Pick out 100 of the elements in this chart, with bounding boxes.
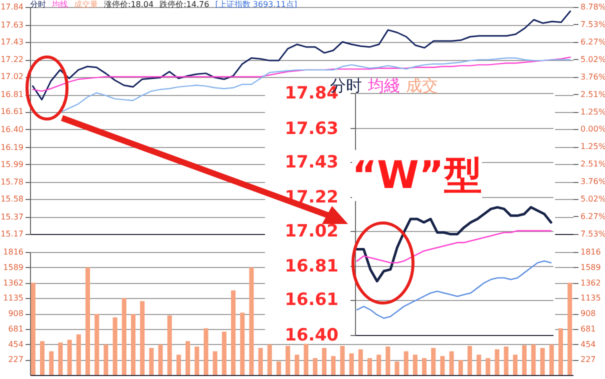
y-tick-label: 15.99: [0, 160, 24, 169]
y2-tick-label: 1362: [580, 278, 601, 288]
bar: [467, 346, 472, 375]
bar: [30, 282, 36, 375]
bar: [167, 315, 172, 375]
bar: [186, 341, 190, 375]
bar: [130, 314, 136, 375]
bar: [458, 360, 463, 375]
annotation: [上证指数 3693.11点]: [215, 0, 298, 9]
bar: [340, 346, 345, 375]
bar: [222, 332, 226, 375]
bar: [440, 356, 445, 375]
bar: [40, 341, 45, 375]
bar: [194, 346, 200, 375]
bar: [486, 358, 490, 375]
y2-tick-label: 1135: [580, 294, 601, 303]
text: 均线: [52, 0, 68, 9]
y-tick-label: 17.02: [284, 221, 338, 242]
y2-tick-label: 1816: [580, 248, 601, 256]
y-tick-label: 1362: [3, 278, 24, 288]
bar: [94, 314, 100, 375]
y2-tick-label: 681: [580, 324, 596, 334]
y-tick-label: 15.58: [0, 194, 24, 204]
bar: [494, 349, 500, 375]
y-tick-label: 1816: [3, 248, 24, 256]
bar: [294, 354, 300, 375]
bar: [504, 346, 508, 375]
y-tick-label: 681: [8, 324, 24, 334]
bar: [431, 348, 436, 375]
bar: [122, 298, 126, 375]
bar: [85, 267, 90, 375]
y-tick-label: 227: [8, 355, 24, 364]
y-tick-label: 17.22: [0, 55, 24, 64]
text: 均綫: [368, 76, 400, 95]
annotation: 涨停价:18.04: [104, 0, 154, 9]
y-tick-label: 17.43: [0, 37, 24, 46]
bar: [149, 348, 154, 375]
bar: [176, 354, 181, 375]
bar: [349, 353, 354, 375]
bar: [367, 358, 372, 375]
bar: [522, 345, 527, 375]
line-series: [356, 260, 552, 319]
y-tick-label: 17.02: [0, 72, 24, 82]
y-tick-label: 15.78: [0, 178, 24, 187]
bar: [231, 290, 236, 375]
bar: [312, 358, 318, 375]
bar: [140, 301, 145, 375]
line-series: [356, 206, 552, 282]
bar: [158, 344, 163, 375]
y-tick-label: 16.61: [284, 290, 338, 310]
bar: [476, 354, 482, 375]
y-tick-label: 17.43: [284, 152, 338, 172]
annotation: “W”型: [352, 150, 482, 201]
bar: [549, 344, 554, 375]
y-tick-label: 16.40: [284, 326, 339, 346]
bar: [58, 342, 63, 375]
y-tick-label: 1589: [3, 262, 24, 272]
bar: [558, 328, 563, 375]
bar: [512, 354, 518, 375]
line-series: [32, 10, 572, 100]
y-tick-label: 17.63: [0, 20, 24, 30]
text: 成交量: [74, 0, 98, 9]
annotation: 跌停价:14.76: [160, 0, 210, 9]
bar: [276, 361, 282, 375]
bar: [249, 267, 254, 375]
bar: [104, 344, 108, 375]
bar: [386, 346, 390, 375]
line-series: [59, 57, 571, 114]
line-series: [356, 230, 552, 264]
y-tick-label: 15.17: [0, 230, 24, 238]
bar: [331, 356, 336, 375]
bar: [412, 354, 418, 375]
y-tick-label: 16.81: [0, 90, 24, 100]
bar: [204, 328, 208, 375]
y-tick-label: 16.61: [0, 107, 24, 116]
bar: [568, 282, 572, 375]
y-tick-label: 1135: [3, 294, 24, 303]
y-tick-label: 17.63: [284, 118, 338, 139]
bar: [376, 354, 382, 375]
bar: [76, 334, 81, 375]
bar: [540, 348, 545, 375]
y-tick-label: 16.19: [0, 142, 24, 152]
y2-tick-label: 1589: [580, 262, 601, 272]
y2-tick-label: 908: [580, 309, 596, 318]
y-tick-label: 454: [8, 340, 24, 349]
bar: [531, 344, 536, 375]
bar: [304, 344, 308, 375]
bar: [267, 344, 272, 375]
bar: [49, 351, 54, 375]
bar: [322, 348, 327, 375]
y-tick-label: 908: [8, 309, 24, 318]
text: 分时: [30, 0, 46, 9]
annotation: 成交: [406, 76, 438, 95]
bar: [358, 349, 363, 375]
y-tick-label: 15.37: [0, 212, 24, 222]
y-tick-label: 16.81: [284, 256, 338, 277]
y2-tick-label: 227: [580, 355, 596, 364]
bar: [422, 358, 427, 375]
bar: [404, 351, 408, 375]
bar: [258, 348, 263, 375]
